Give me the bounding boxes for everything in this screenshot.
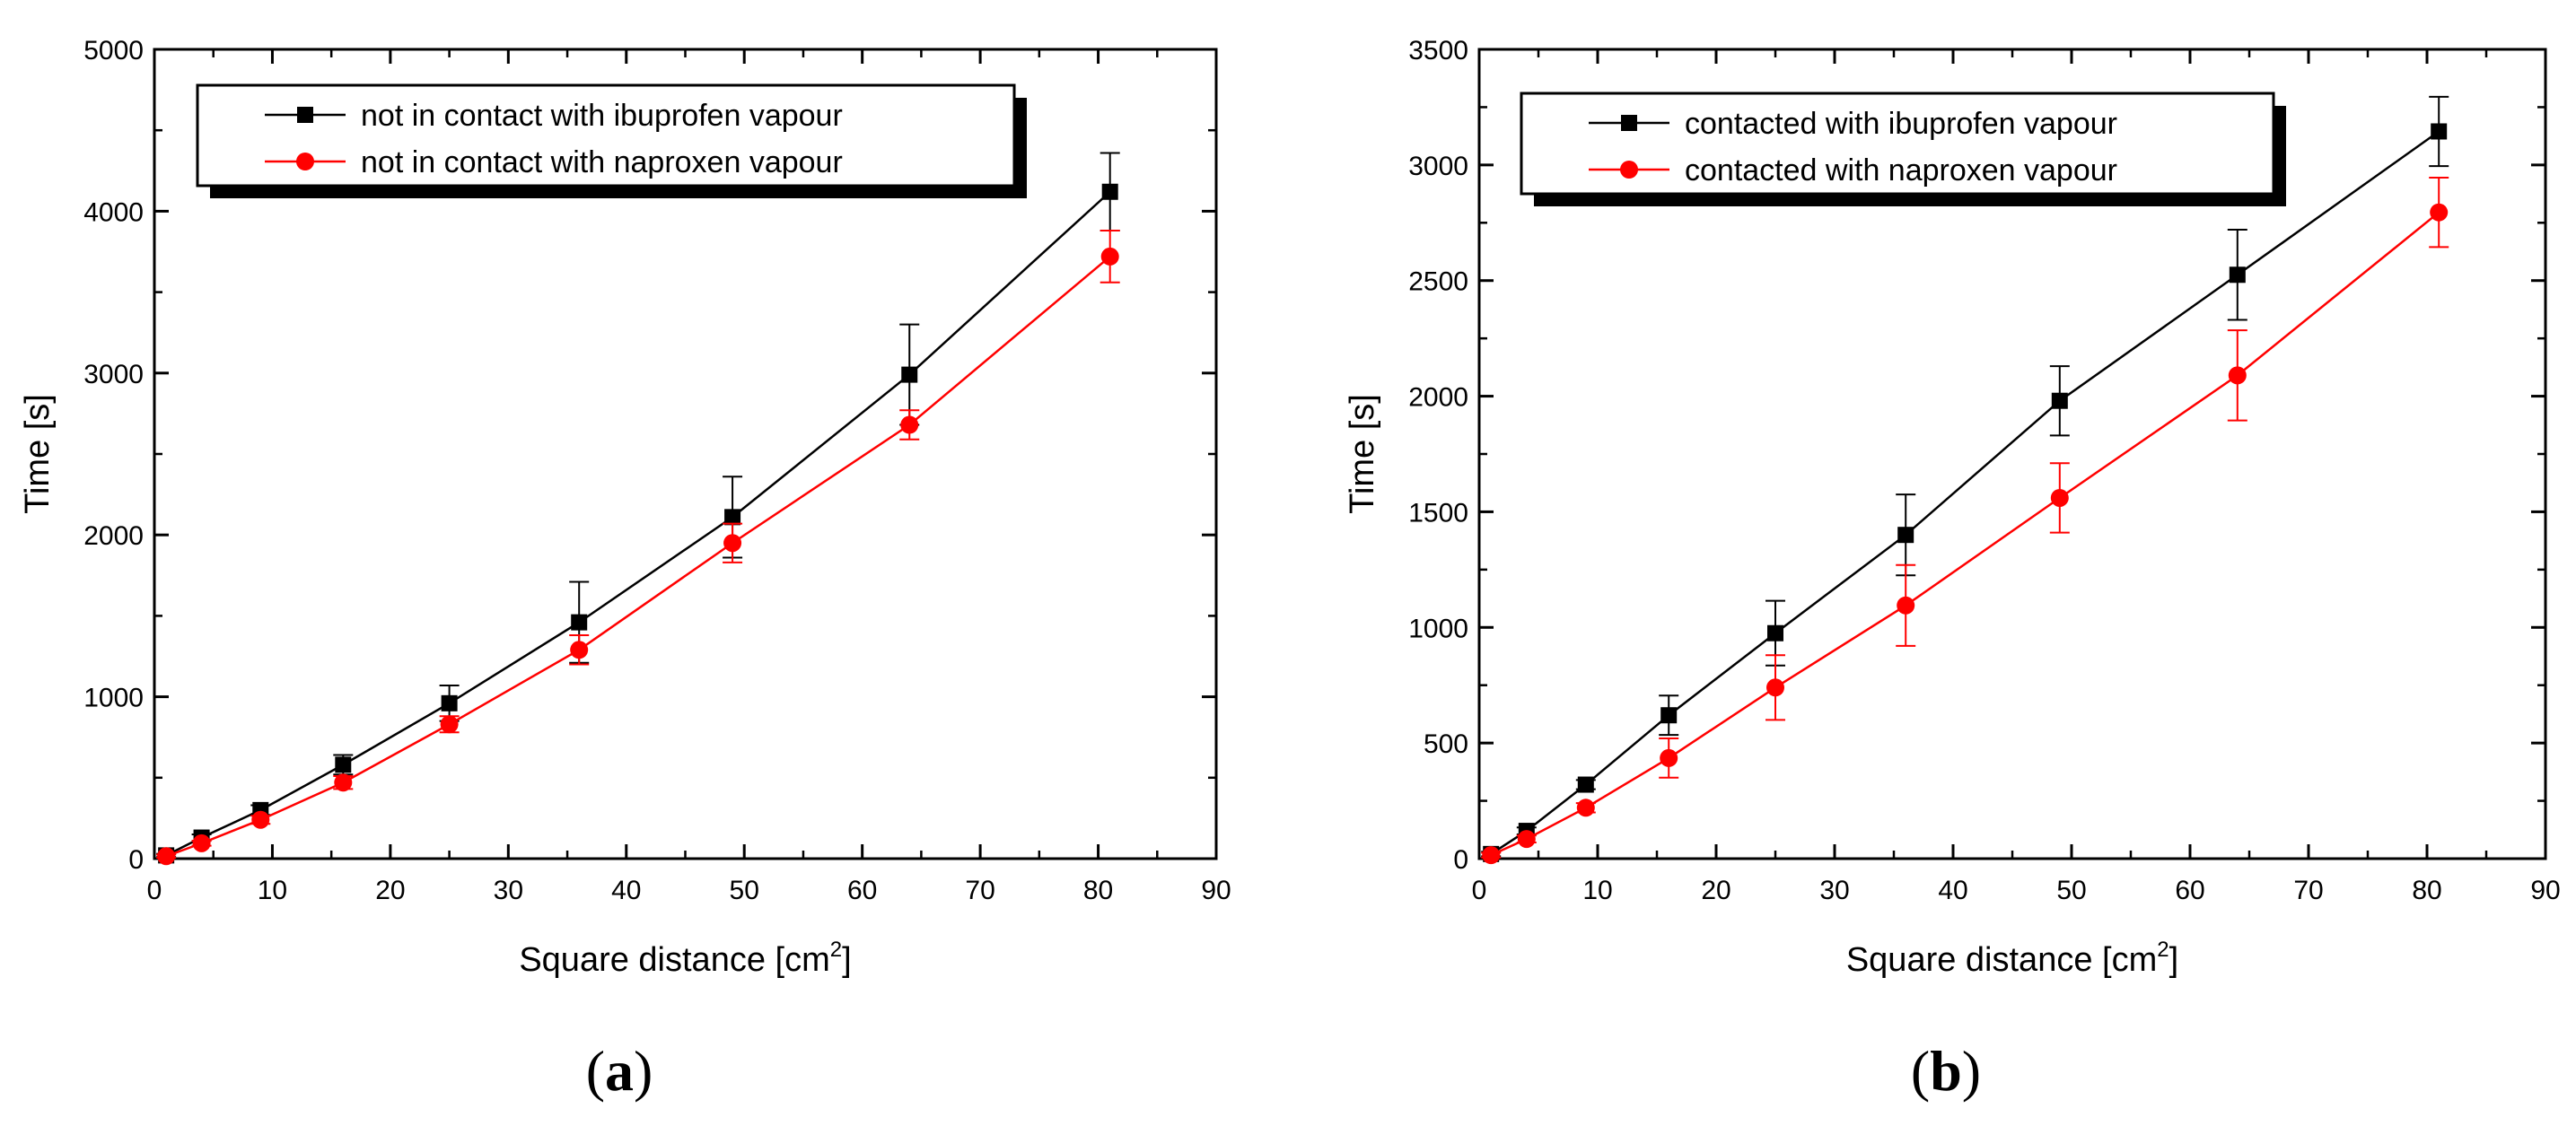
y-axis-label: Time [s] (1344, 394, 1381, 514)
data-point (1577, 776, 1594, 793)
data-point (1897, 596, 1915, 615)
series-1 (1481, 95, 2449, 862)
legend: contacted with ibuprofen vapour contacted… (1520, 92, 2286, 206)
data-point (2229, 266, 2246, 284)
data-point (900, 415, 919, 434)
data-point (2228, 366, 2247, 385)
data-point (1100, 247, 1119, 266)
legend-label: contacted with naproxen vapour (1685, 153, 2117, 188)
y-tick-label: 2000 (1408, 383, 1468, 413)
legend-marker (1620, 161, 1638, 179)
x-tick-label: 40 (1938, 876, 1967, 905)
x-tick-label: 50 (2056, 876, 2086, 905)
data-point (724, 509, 741, 526)
legend-label: not in contact with naproxen vapour (361, 145, 843, 179)
data-point (192, 834, 211, 852)
x-tick-label: 20 (375, 876, 405, 905)
x-axis-label: Square distance [cm2] (1846, 938, 2178, 979)
y-tick-label: 500 (1424, 729, 1468, 759)
y-tick-label: 1500 (1408, 498, 1468, 528)
data-point (2431, 123, 2448, 140)
data-point (335, 756, 352, 773)
legend-marker (296, 153, 314, 170)
legend: not in contact with ibuprofen vapour not … (196, 83, 1027, 198)
data-point (901, 366, 918, 383)
data-point (2430, 203, 2449, 222)
x-tick-label: 0 (1472, 876, 1487, 905)
data-point (1101, 183, 1118, 200)
x-tick-label: 70 (965, 876, 994, 905)
chart-panel-a: 0 10 20 30 40 50 60 70 80 90 0 1000 2000 3000 4000 5000… (19, 36, 1231, 1103)
series-2 (1481, 177, 2449, 865)
x-tick-label: 50 (730, 876, 759, 905)
legend-label: not in contact with ibuprofen vapour (361, 99, 843, 133)
y-tick-label: 3000 (1408, 152, 1468, 181)
x-tick-label: 10 (1582, 876, 1612, 905)
series-line (165, 255, 1111, 858)
data-point (1766, 678, 1784, 697)
y-tick-label: 0 (128, 845, 144, 875)
legend-entry: contacted with naproxen vapour (1589, 153, 2117, 188)
legend-entry: not in contact with naproxen vapour (265, 145, 843, 179)
data-point (440, 715, 459, 734)
series-line (1490, 211, 2440, 857)
data-point (1482, 846, 1501, 865)
series-1 (156, 152, 1120, 864)
data-point (441, 694, 458, 711)
data-point (334, 773, 353, 792)
panel-label: (a) (586, 1039, 653, 1103)
y-tick-label: 0 (1453, 845, 1468, 875)
x-tick-label: 30 (494, 876, 523, 905)
x-tick-label: 60 (2175, 876, 2204, 905)
x-tick-label: 80 (2412, 876, 2441, 905)
series-2 (156, 230, 1120, 866)
panel-label: (b) (1911, 1039, 1981, 1103)
y-tick-label: 3500 (1408, 36, 1468, 65)
y-tick-label: 1000 (83, 684, 144, 713)
data-point (2051, 392, 2068, 409)
data-point (157, 847, 176, 866)
y-tick-label: 3000 (83, 360, 144, 389)
legend-entry: contacted with ibuprofen vapour (1589, 107, 2117, 141)
x-tick-label: 90 (2530, 876, 2560, 905)
data-point (723, 534, 742, 553)
x-tick-label: 80 (1083, 876, 1113, 905)
legend-marker (297, 107, 313, 123)
legend-entry: not in contact with ibuprofen vapour (265, 99, 843, 133)
x-axis-label: Square distance [cm2] (519, 938, 851, 979)
y-tick-label: 4000 (83, 197, 144, 227)
x-tick-label: 10 (258, 876, 287, 905)
series-line (165, 190, 1111, 857)
x-tick-label: 30 (1819, 876, 1849, 905)
series-line (1490, 130, 2440, 855)
chart-panel-b: 0 10 20 30 40 50 60 70 80 90 0 500 1000 1500 2000 2500 3… (1344, 36, 2561, 1103)
x-tick-label: 0 (147, 876, 162, 905)
x-tick-label: 60 (847, 876, 877, 905)
data-point (571, 614, 588, 631)
y-axis-label: Time [s] (19, 394, 57, 514)
data-point (1660, 748, 1678, 767)
data-point (1576, 799, 1595, 817)
legend-box (196, 83, 1016, 188)
y-tick-label: 2500 (1408, 267, 1468, 297)
data-point (1897, 527, 1914, 544)
y-tick-label: 5000 (83, 36, 144, 65)
x-tick-label: 20 (1701, 876, 1730, 905)
x-tick-label: 70 (2293, 876, 2323, 905)
x-tick-label: 40 (611, 876, 641, 905)
x-tick-label: 90 (1201, 876, 1231, 905)
y-tick-label: 2000 (83, 521, 144, 551)
data-point (570, 641, 589, 659)
legend-marker (1621, 115, 1637, 131)
data-point (1767, 624, 1783, 642)
legend-box (1520, 92, 2275, 196)
data-point (2050, 488, 2069, 507)
legend-label: contacted with ibuprofen vapour (1685, 107, 2117, 141)
data-point (1660, 707, 1678, 724)
y-tick-label: 1000 (1408, 614, 1468, 643)
data-point (1517, 830, 1536, 849)
data-point (251, 810, 270, 829)
